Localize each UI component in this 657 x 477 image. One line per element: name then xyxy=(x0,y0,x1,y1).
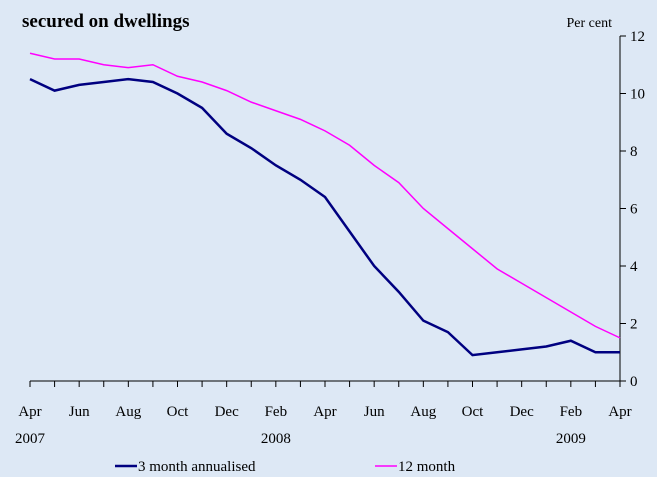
year-label: 2009 xyxy=(556,431,586,447)
x-tick-label: Jun xyxy=(364,404,385,420)
x-tick-label: Oct xyxy=(167,404,189,420)
x-tick-label: Apr xyxy=(313,404,336,420)
x-tick-label: Jun xyxy=(69,404,90,420)
x-tick-label: Apr xyxy=(608,404,631,420)
x-tick-label: Aug xyxy=(410,404,436,420)
y-tick-label: 8 xyxy=(630,144,638,160)
x-tick-label: Apr xyxy=(18,404,41,420)
x-tick-label: Dec xyxy=(510,404,534,420)
x-tick-label: Feb xyxy=(265,404,288,420)
x-tick-label: Dec xyxy=(215,404,239,420)
x-tick-label: Oct xyxy=(462,404,484,420)
line-series xyxy=(29,52,621,339)
x-tick-label: Feb xyxy=(560,404,583,420)
y-tick-label: 4 xyxy=(630,259,638,275)
y-tick-label: 0 xyxy=(630,374,638,390)
y-tick-label: 10 xyxy=(630,87,645,103)
year-label: 2007 xyxy=(15,431,46,447)
chart-title: secured on dwellings xyxy=(22,11,190,32)
x-tick-label: Aug xyxy=(115,404,141,420)
y-axis-label: Per cent xyxy=(567,16,613,31)
legend-label: 3 month annualised xyxy=(138,459,256,475)
year-label: 2008 xyxy=(261,431,291,447)
legend-label: 12 month xyxy=(398,459,456,475)
line-series xyxy=(29,77,620,357)
y-tick-label: 12 xyxy=(630,29,645,45)
y-tick-label: 2 xyxy=(630,317,638,333)
y-tick-label: 6 xyxy=(630,202,638,218)
